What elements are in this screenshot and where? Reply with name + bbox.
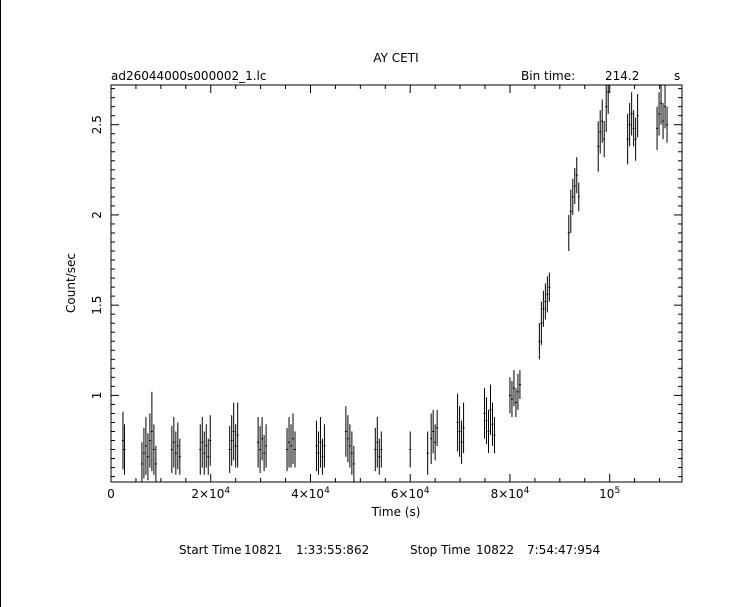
y-tick-label: 1.5 (90, 296, 104, 315)
axis-ticks (110, 85, 682, 482)
stop-day: 10822 (476, 543, 514, 557)
bin-time-value: 214.2 (605, 69, 639, 83)
y-tick-label: 2 (90, 211, 104, 219)
x-axis-label: Time (s) (371, 505, 421, 519)
window-border (0, 0, 1, 607)
x-tick-label: 4×104 (291, 486, 330, 501)
x-tick-label: 8×104 (491, 486, 530, 501)
chart-title: AY CETI (373, 51, 418, 65)
file-label: ad26044000s000002_1.lc (111, 69, 267, 83)
x-tick-label: 105 (599, 486, 620, 501)
axis-tick-labels: 0 2×104 4×104 6×104 8×104 105 1 1.5 2 2.5 (90, 115, 620, 501)
plot-frame (110, 84, 683, 483)
bin-time-unit: s (674, 69, 680, 83)
start-time-label: Start Time (179, 543, 242, 557)
data-points (121, 85, 669, 482)
bin-time-label: Bin time: (521, 69, 575, 83)
x-tick-label: 0 (107, 487, 115, 501)
start-day: 10821 (244, 543, 282, 557)
y-axis-label: Count/sec (64, 253, 78, 313)
x-tick-label: 6×104 (391, 486, 430, 501)
stop-time-label: Stop Time (410, 543, 470, 557)
x-tick-label: 2×104 (191, 486, 230, 501)
y-tick-label: 2.5 (90, 115, 104, 134)
start-time: 1:33:55:862 (296, 543, 369, 557)
y-tick-label: 1 (90, 392, 104, 400)
stop-time: 7:54:47:954 (527, 543, 600, 557)
